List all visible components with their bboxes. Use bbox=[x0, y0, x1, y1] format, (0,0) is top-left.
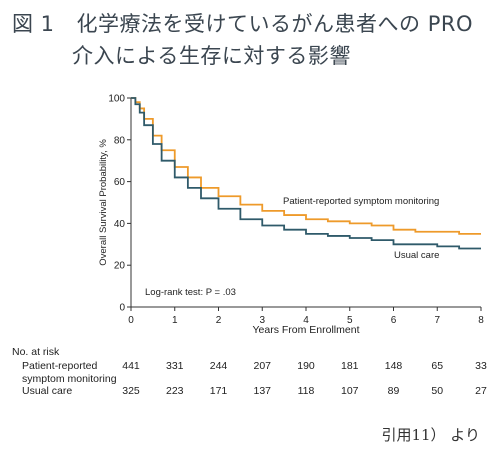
series-label-usual-care: Usual care bbox=[394, 250, 439, 261]
at-risk-value: 137 bbox=[253, 385, 272, 397]
at-risk-value: 89 bbox=[387, 385, 400, 397]
x-axis-label: Years From Enrollment bbox=[253, 324, 360, 336]
at-risk-value: 181 bbox=[340, 360, 359, 372]
at-risk-value: 148 bbox=[384, 360, 403, 372]
at-risk-value: 325 bbox=[122, 385, 140, 397]
x-tick-label: 5 bbox=[347, 315, 353, 326]
series-line-pro bbox=[131, 97, 481, 235]
series-line-usual-care bbox=[131, 97, 481, 250]
x-tick-label: 1 bbox=[172, 315, 178, 326]
y-tick-label: 100 bbox=[108, 94, 125, 105]
x-tick-label: 7 bbox=[434, 315, 440, 326]
at-risk-value: 33 bbox=[475, 360, 487, 372]
at-risk-group-label: symptom monitoring bbox=[22, 373, 117, 385]
at-risk-value: 171 bbox=[209, 385, 228, 397]
at-risk-value: 50 bbox=[431, 385, 444, 397]
at-risk-value: 223 bbox=[165, 385, 184, 397]
y-tick-label: 40 bbox=[114, 219, 126, 230]
figure-title-text-1: 化学療法を受けているがん患者への PRO bbox=[76, 12, 474, 36]
x-tick-label: 3 bbox=[259, 315, 265, 326]
at-risk-group-label: Patient-reported bbox=[22, 360, 98, 372]
at-risk-value: 244 bbox=[209, 360, 228, 372]
at-risk-value: 107 bbox=[340, 385, 359, 397]
at-risk-table: No. at risk Patient-reported symptom monit… bbox=[12, 346, 487, 397]
at-risk-value: 190 bbox=[297, 360, 315, 372]
x-tick-label: 4 bbox=[303, 315, 309, 326]
at-risk-value: 331 bbox=[165, 360, 184, 372]
x-tick-label: 6 bbox=[391, 315, 397, 326]
at-risk-value: 118 bbox=[297, 385, 315, 397]
survival-chart: 0 20 40 60 80 100 0 1 2 3 4 5 6 7 8 Years From Enrollme… bbox=[98, 94, 484, 337]
log-rank-annotation: Log-rank test: P = .03 bbox=[145, 287, 236, 298]
y-tick-label: 80 bbox=[114, 135, 126, 146]
x-tick-label: 2 bbox=[216, 315, 222, 326]
at-risk-value: 27 bbox=[475, 385, 487, 397]
at-risk-group-label: Usual care bbox=[22, 385, 73, 397]
y-tick-label: 0 bbox=[119, 303, 125, 314]
figure-title: 図 1 化学療法を受けているがん患者への PRO 介入による生存に対する影響 bbox=[12, 8, 492, 72]
x-tick-label: 0 bbox=[128, 315, 134, 326]
at-risk-value: 441 bbox=[122, 360, 140, 372]
figure-number: 図 1 bbox=[12, 12, 55, 36]
series-label-pro: Patient-reported symptom monitoring bbox=[283, 196, 439, 207]
at-risk-value: 207 bbox=[253, 360, 272, 372]
x-tick-label: 8 bbox=[478, 315, 484, 326]
at-risk-header: No. at risk bbox=[12, 346, 60, 358]
citation-text: 引用11） より bbox=[381, 426, 480, 444]
y-tick-label: 20 bbox=[114, 261, 126, 272]
figure-title-line-2: 介入による生存に対する影響 bbox=[72, 44, 351, 68]
at-risk-value: 65 bbox=[431, 360, 444, 372]
figure-title-line-1: 図 1 化学療法を受けているがん患者への PRO bbox=[12, 8, 492, 40]
y-tick-label: 60 bbox=[114, 177, 126, 188]
y-axis-label: Overall Survival Probability, % bbox=[98, 139, 109, 266]
